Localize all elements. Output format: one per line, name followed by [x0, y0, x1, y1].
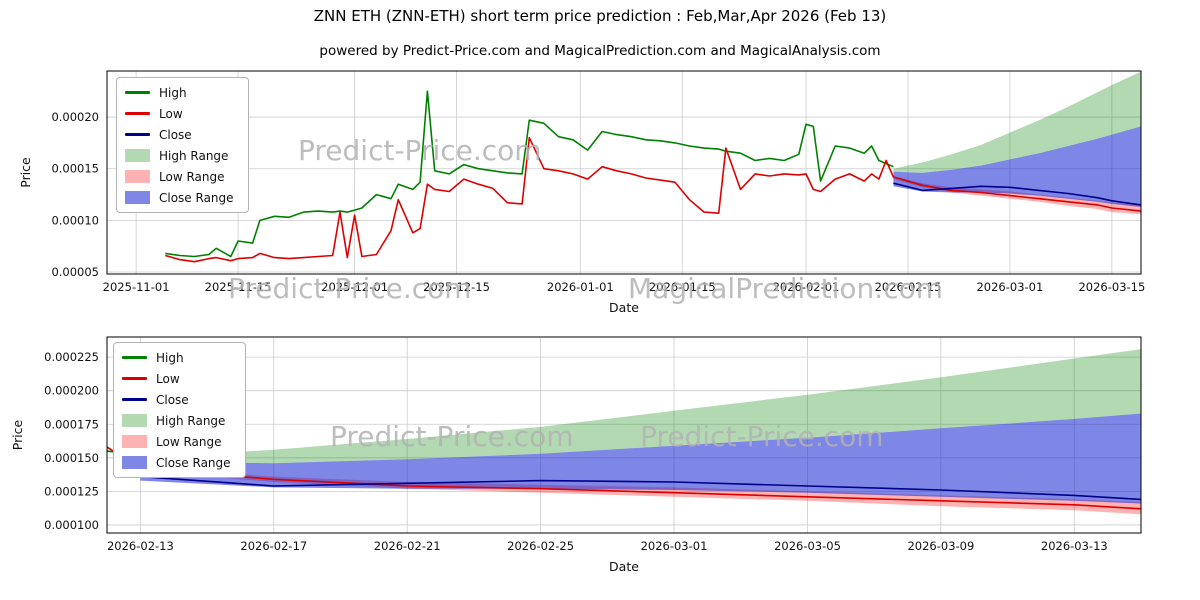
legend-label: Low Range	[159, 169, 225, 184]
svg-text:0.00005: 0.00005	[51, 265, 99, 279]
legend-entry: High Range	[122, 413, 231, 428]
low-swatch	[125, 112, 150, 115]
legend-label: Close	[159, 127, 192, 142]
page-title: ZNN ETH (ZNN-ETH) short term price predi…	[313, 7, 887, 25]
svg-text:2026-03-15: 2026-03-15	[1078, 280, 1145, 294]
svg-text:2025-11-15: 2025-11-15	[205, 280, 272, 294]
svg-text:0.000225: 0.000225	[44, 350, 99, 364]
svg-text:2026-02-15: 2026-02-15	[875, 280, 942, 294]
svg-text:2026-03-05: 2026-03-05	[774, 539, 841, 553]
close-range-swatch	[125, 191, 150, 204]
high-range-swatch	[125, 149, 150, 162]
legend-label: Low	[156, 371, 180, 386]
close-swatch	[125, 133, 150, 136]
legend-label: High Range	[156, 413, 226, 428]
legend: High Low Close High Range Low Range Close Ran…	[113, 342, 246, 478]
page-subtitle: powered by Predict-Price.com and Magical…	[319, 43, 881, 59]
close-swatch	[122, 398, 147, 401]
legend-label: High Range	[159, 148, 229, 163]
svg-text:2026-02-25: 2026-02-25	[507, 539, 574, 553]
svg-text:Date: Date	[609, 559, 639, 574]
svg-text:0.000125: 0.000125	[44, 484, 99, 498]
legend-entry: Low	[125, 106, 234, 121]
legend-entry: Low Range	[122, 434, 231, 449]
legend-label: High	[156, 350, 184, 365]
svg-text:0.000175: 0.000175	[44, 417, 99, 431]
high-swatch	[125, 91, 150, 94]
legend-label: Low Range	[156, 434, 222, 449]
svg-text:Price: Price	[10, 419, 25, 450]
svg-text:0.00020: 0.00020	[51, 110, 99, 124]
svg-text:0.000100: 0.000100	[44, 518, 99, 532]
high-range-swatch	[122, 414, 147, 427]
legend-label: Close	[156, 392, 189, 407]
svg-text:2026-01-01: 2026-01-01	[547, 280, 614, 294]
legend-entry: High Range	[125, 148, 234, 163]
legend-label: Close Range	[159, 190, 234, 205]
svg-text:2026-01-15: 2026-01-15	[649, 280, 716, 294]
svg-text:2026-03-01: 2026-03-01	[976, 280, 1043, 294]
legend-entry: Close Range	[125, 190, 234, 205]
legend-label: Low	[159, 106, 183, 121]
svg-text:2026-02-17: 2026-02-17	[240, 539, 307, 553]
svg-text:2026-02-01: 2026-02-01	[773, 280, 840, 294]
low-range-swatch	[125, 170, 150, 183]
legend-label: Close Range	[156, 455, 231, 470]
close-range-swatch	[122, 456, 147, 469]
legend-entry: Close	[125, 127, 234, 142]
svg-text:2026-03-09: 2026-03-09	[907, 539, 974, 553]
legend-label: High	[159, 85, 187, 100]
svg-text:2026-03-13: 2026-03-13	[1041, 539, 1108, 553]
legend-entry: High	[122, 350, 231, 365]
high-swatch	[122, 356, 147, 359]
svg-text:2025-12-01: 2025-12-01	[321, 280, 388, 294]
svg-text:0.000150: 0.000150	[44, 451, 99, 465]
legend-entry: Low Range	[125, 169, 234, 184]
svg-text:2026-02-21: 2026-02-21	[374, 539, 441, 553]
historical-price-chart: 2025-11-01 2025-11-15 2025-12-01 2025-12-15…	[18, 70, 1145, 315]
svg-text:2025-12-15: 2025-12-15	[423, 280, 490, 294]
svg-text:0.000200: 0.000200	[44, 384, 99, 398]
svg-text:0.00010: 0.00010	[51, 213, 99, 227]
legend-entry: Close	[122, 392, 231, 407]
low-range-swatch	[122, 435, 147, 448]
forecast-zoom-chart: 2026-02-13 2026-02-17 2026-02-21 2026-02-25…	[10, 336, 1142, 574]
legend-entry: High	[125, 85, 234, 100]
svg-text:2026-03-01: 2026-03-01	[641, 539, 708, 553]
svg-text:2026-02-13: 2026-02-13	[107, 539, 174, 553]
legend: High Low Close High Range Low Range Close Ran…	[116, 77, 249, 213]
legend-entry: Low	[122, 371, 231, 386]
svg-text:Date: Date	[609, 300, 639, 315]
legend-entry: Close Range	[122, 455, 231, 470]
svg-text:0.00015: 0.00015	[51, 162, 99, 176]
low-swatch	[122, 377, 147, 380]
svg-text:Price: Price	[18, 157, 33, 188]
svg-text:2025-11-01: 2025-11-01	[103, 280, 170, 294]
